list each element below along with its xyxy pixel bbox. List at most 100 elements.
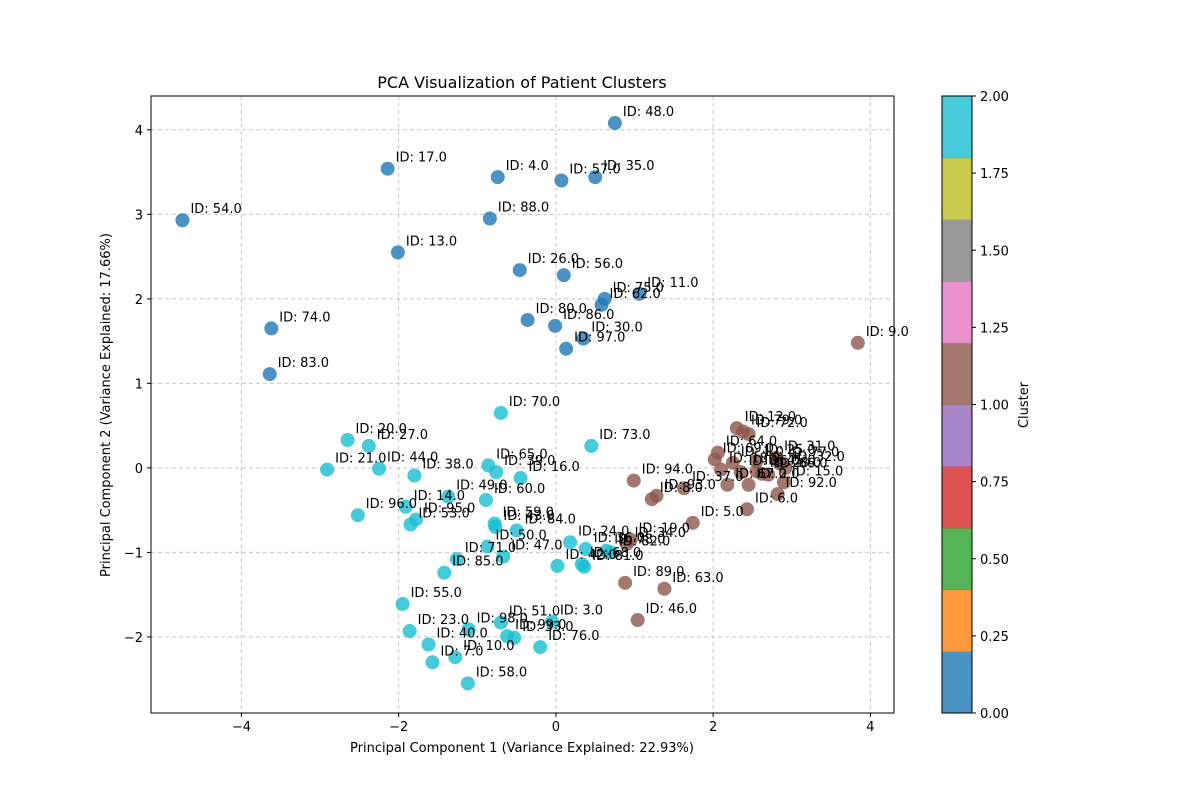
data-label: ID: 30.0 (591, 321, 642, 336)
data-point (630, 613, 645, 628)
data-point (603, 545, 618, 560)
data-point (550, 558, 565, 573)
data-point (512, 263, 527, 278)
colorbar-tick-label: 1.00 (980, 399, 1009, 414)
data-label: ID: 11.0 (647, 276, 698, 291)
data-point (607, 116, 622, 131)
data-label: ID: 54.0 (190, 202, 241, 217)
data-label: ID: 72.0 (757, 416, 808, 431)
data-point (632, 286, 647, 301)
data-label: ID: 18.0 (729, 452, 780, 467)
data-label: ID: 79.0 (751, 414, 802, 429)
data-point (490, 170, 505, 185)
data-label: ID: 40.0 (437, 627, 488, 642)
y-axis-ticks: −2 −1 0 1 2 3 4 (124, 124, 151, 646)
colorbar-band (942, 651, 972, 714)
data-point (725, 455, 740, 470)
data-point (720, 477, 735, 492)
data-point (544, 614, 559, 629)
data-point (380, 161, 395, 176)
data-point (175, 213, 190, 228)
data-point (460, 676, 475, 691)
y-axis-label: Principal Component 2 (Variance Explaine… (99, 233, 114, 577)
data-label: ID: 25.0 (764, 443, 815, 458)
x-tick-label: −2 (389, 720, 408, 735)
data-point (685, 515, 700, 530)
data-label: ID: 56.0 (572, 257, 623, 272)
colorbar-tick-label: 0.00 (980, 707, 1009, 722)
data-label: ID: 55.0 (411, 586, 462, 601)
data-point (489, 465, 504, 480)
colorbar-band (942, 157, 972, 220)
data-point (584, 438, 599, 453)
data-point (507, 630, 522, 645)
data-point (778, 460, 793, 475)
data-point (741, 477, 756, 492)
data-point (350, 508, 365, 523)
data-label: ID: 45.0 (764, 453, 815, 468)
data-label: ID: 44.0 (387, 451, 438, 466)
x-tick-label: 0 (552, 720, 560, 735)
y-tick-label: 2 (135, 293, 143, 308)
data-label: ID: 31.0 (784, 440, 835, 455)
data-point (733, 465, 748, 480)
colorbar-band (942, 281, 972, 344)
data-label: ID: 46.0 (646, 602, 697, 617)
colorbar-band (942, 527, 972, 591)
colorbar-band (942, 342, 972, 405)
data-label: ID: 63.0 (672, 571, 723, 586)
data-label: ID: 57.0 (569, 163, 620, 178)
data-point (509, 523, 524, 538)
data-point (320, 462, 335, 477)
data-point (264, 321, 279, 336)
data-label: ID: 73.0 (599, 428, 650, 443)
data-label: ID: 83.0 (278, 356, 329, 371)
data-point (533, 640, 548, 655)
data-points (175, 116, 865, 691)
data-label: ID: 4.0 (506, 159, 549, 174)
data-label: ID: 12.0 (745, 410, 796, 425)
plot-frame (150, 95, 895, 714)
data-point (403, 517, 418, 532)
data-label: ID: 97.0 (574, 331, 625, 346)
x-tick-label: 4 (866, 720, 874, 735)
data-label: ID: 84.0 (525, 512, 576, 527)
data-label: ID: 3.0 (560, 604, 603, 619)
data-point (770, 487, 785, 502)
data-label: ID: 24.0 (578, 524, 629, 539)
data-label: ID: 50.0 (496, 528, 547, 543)
data-label: ID: 51.0 (509, 605, 560, 620)
data-point (421, 637, 436, 652)
data-label: ID: 19.0 (639, 522, 690, 537)
data-label: ID: 59.0 (503, 506, 554, 521)
x-axis-label: Principal Component 1 (Variance Explaine… (350, 741, 694, 756)
data-label: ID: 32.0 (793, 450, 844, 465)
data-point (741, 427, 756, 442)
data-label: ID: 80.0 (536, 302, 587, 317)
data-label: ID: 70.0 (509, 395, 560, 410)
data-label: ID: 98.0 (477, 611, 528, 626)
colorbar-tick-label: 1.25 (980, 321, 1009, 336)
data-label: ID: 93.0 (665, 478, 716, 493)
data-point (437, 565, 452, 580)
data-label: ID: 60.0 (494, 482, 545, 497)
colorbar-label: Cluster (1017, 381, 1032, 428)
data-label: ID: 9.0 (866, 325, 909, 340)
data-point (398, 499, 413, 514)
y-tick-label: 1 (135, 377, 143, 392)
data-label: ID: 33.0 (522, 620, 573, 635)
data-label: ID: 35.0 (603, 159, 654, 174)
data-point (262, 367, 277, 382)
data-point (340, 432, 355, 447)
colorbar-tick-label: 0.75 (980, 476, 1009, 491)
data-label: ID: 88.0 (498, 201, 549, 216)
data-label: ID: 92.0 (786, 476, 837, 491)
data-point (361, 438, 376, 453)
data-label: ID: 69.0 (723, 441, 774, 456)
data-point (578, 542, 593, 557)
data-point (395, 596, 410, 611)
data-label: ID: 76.0 (548, 629, 599, 644)
data-label: ID: 36.0 (594, 531, 645, 546)
colorbar-band (942, 404, 972, 467)
